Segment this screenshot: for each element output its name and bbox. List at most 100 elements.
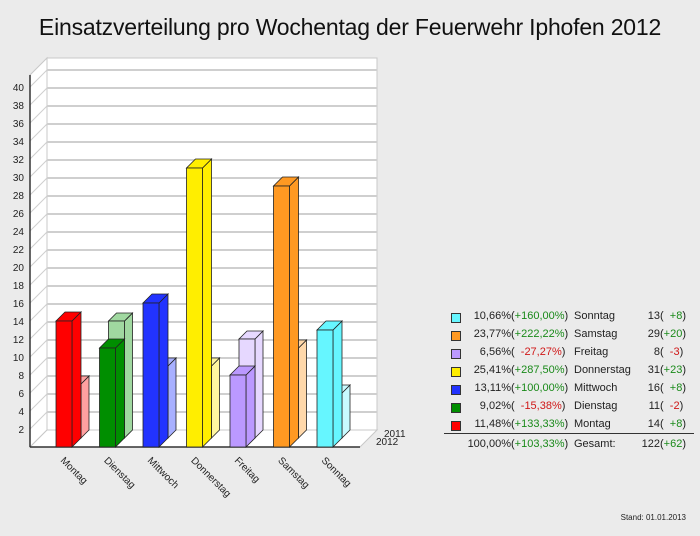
legend-delta: ( +8) [660,310,686,322]
legend-count: 31 [647,364,660,376]
y-tick-label: 24 [13,227,25,238]
legend-day: Montag [574,418,611,430]
x-tick-label: Donnerstag [188,455,232,499]
y-tick-label: 22 [13,245,25,256]
y-tick-label: 36 [13,119,25,130]
legend-delta: ( -2) [660,400,684,412]
legend-day: Donnerstag [574,364,631,376]
legend-swatch [451,421,461,431]
y-tick-label: 20 [13,263,25,274]
gridline-side [29,411,48,430]
legend-change: (+287,50%) [511,364,569,376]
gridline-side [29,249,48,268]
y-tick-label: 6 [18,389,24,400]
bar-2012-mittwoch [142,293,169,448]
total-change: (+103,33%) [511,438,569,450]
legend-swatch [451,403,461,413]
legend-total-row: 100,00% (+103,33%) Gesamt: 122 (+62) [448,437,700,455]
legend-count: 16 [647,382,660,394]
legend-count: 8 [653,346,660,358]
gridline-side [29,159,48,178]
total-count: 122 [641,438,660,450]
gridline-side [29,339,48,358]
gridline-side [29,87,48,106]
x-tick-label: Mittwoch [145,455,181,491]
gridline-side [29,375,48,394]
y-tick-label: 14 [13,317,25,328]
legend-swatch [451,385,461,395]
x-tick-label: Sonntag [319,455,353,489]
stand-date: Stand: 01.01.2013 [620,513,686,522]
y-tick-label: 26 [13,209,25,220]
total-delta: (+62) [660,438,687,450]
y-tick-label: 34 [13,137,25,148]
legend-count: 11 [648,400,660,412]
y-tick-label: 10 [13,353,25,364]
legend-day: Freitag [574,346,609,358]
legend-percent: 11,48% [474,418,512,430]
y-tick-label: 8 [18,371,24,382]
legend-day: Dienstag [574,400,618,412]
legend-delta: ( -3) [660,346,684,358]
legend-total-divider [444,433,694,434]
legend-day: Mittwoch [574,382,618,394]
gridline-side [29,69,48,88]
legend-day: Sonntag [574,310,615,322]
legend-swatch [451,313,461,323]
legend-percent: 23,77% [473,328,511,340]
legend-change: ( -15,38%) [511,400,566,412]
gridline-side [29,195,48,214]
y-tick-label: 32 [13,155,25,166]
legend-count: 14 [647,418,660,430]
gridline-side [29,303,48,322]
gridline-side [29,213,48,232]
gridline-side [29,267,48,286]
depth-label-2012: 2012 [376,437,399,448]
x-tick-label: Montag [58,455,89,486]
bar-2012-freitag [229,365,256,448]
x-tick-label: Freitag [232,455,262,485]
total-label: Gesamt: [574,438,616,450]
y-tick-label: 16 [13,299,25,310]
x-tick-label: Dienstag [101,455,137,491]
legend-change: (+160,00%) [511,310,569,322]
x-tick-label: Samstag [275,455,311,491]
gridline-side [29,141,48,160]
y-tick-label: 28 [13,191,25,202]
legend-percent: 25,41% [473,364,511,376]
y-tick-label: 30 [13,173,25,184]
y-tick-label: 18 [13,281,25,292]
bar-2012-montag [55,311,82,448]
legend-count: 13 [647,310,660,322]
gridline-side [29,357,48,376]
y-tick-label: 12 [13,335,25,346]
bar-2012-dienstag [98,338,126,448]
legend-percent: 9,02% [479,400,511,412]
legend-delta: ( +8) [660,418,686,430]
legend-change: ( -27,27%) [511,346,566,358]
gridline-side [29,393,48,412]
gridline-side [29,231,48,250]
bar-2012-sonntag [316,320,343,448]
legend-percent: 6,56% [479,346,511,358]
legend-count: 29 [647,328,660,340]
legend-delta: (+20) [660,328,687,340]
bar-2012-donnerstag [185,158,213,448]
legend-day: Samstag [574,328,618,340]
legend-delta: ( +8) [660,382,686,394]
gridline-side [29,177,48,196]
legend-swatch [451,367,461,377]
total-percent: 100,00% [467,438,511,450]
y-tick-label: 4 [18,407,24,418]
depth-label-2011: 2011 [384,429,406,440]
bar-2012-samstag [272,176,300,448]
legend-delta: (+23) [660,364,687,376]
gridline-side [29,105,48,124]
legend-change: (+133,33%) [511,418,569,430]
legend-change: (+100,00%) [511,382,569,394]
gridline-side [29,123,48,142]
legend-percent: 10,66% [473,310,511,322]
gridline-side [29,321,48,340]
y-tick-label: 40 [13,83,25,94]
